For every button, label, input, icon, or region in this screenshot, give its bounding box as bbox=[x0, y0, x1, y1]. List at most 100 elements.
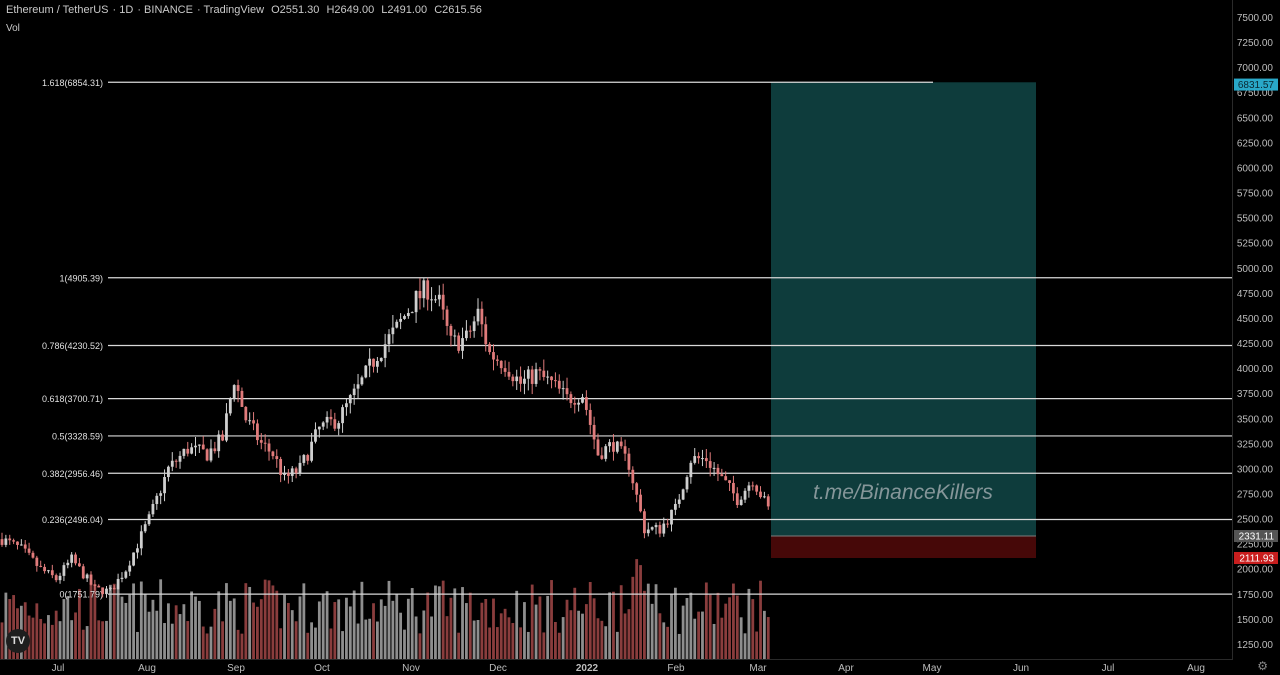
volume-bar bbox=[217, 591, 221, 659]
x-tick-label: Mar bbox=[749, 663, 767, 674]
candle-body bbox=[186, 448, 190, 454]
volume-label[interactable]: Vol bbox=[6, 23, 20, 34]
volume-bar bbox=[403, 629, 406, 659]
candle-body bbox=[240, 390, 244, 407]
price-tag-label: 2331.11 bbox=[1239, 532, 1275, 543]
volume-bar bbox=[565, 599, 569, 659]
x-tick-label: Oct bbox=[314, 663, 330, 674]
volume-bar bbox=[557, 632, 561, 659]
y-tick-label: 3250.00 bbox=[1237, 439, 1274, 450]
candle-body bbox=[23, 544, 27, 549]
candle-body bbox=[650, 527, 654, 530]
candle-body bbox=[759, 491, 762, 498]
volume-bar bbox=[62, 599, 66, 659]
ohlc-high: H2649.00 bbox=[326, 4, 375, 16]
candle-body bbox=[426, 280, 430, 300]
volume-bar bbox=[194, 596, 197, 659]
volume-bar bbox=[643, 590, 646, 659]
volume-bar bbox=[635, 559, 639, 659]
volume-bar bbox=[174, 605, 178, 659]
volume-bar bbox=[519, 627, 522, 659]
candle-body bbox=[225, 413, 228, 441]
volume-bar bbox=[372, 603, 375, 659]
volume-bar bbox=[724, 603, 728, 659]
volume-bar bbox=[294, 621, 298, 659]
candle-body bbox=[139, 531, 143, 549]
y-tick-label: 3000.00 bbox=[1237, 464, 1274, 475]
candle-body bbox=[762, 496, 766, 498]
volume-bar bbox=[124, 602, 128, 659]
volume-bar bbox=[681, 605, 685, 659]
candle-body bbox=[530, 369, 534, 384]
candle-body bbox=[677, 499, 681, 504]
candle-body bbox=[561, 388, 565, 390]
candle-body bbox=[364, 365, 368, 378]
volume-bar bbox=[511, 623, 515, 659]
volume-bar bbox=[155, 610, 159, 659]
candle-body bbox=[573, 403, 577, 405]
volume-bar bbox=[418, 633, 422, 659]
candle-body bbox=[97, 585, 101, 588]
volume-bar bbox=[151, 599, 155, 659]
volume-bar bbox=[720, 617, 724, 659]
y-tick-label: 1500.00 bbox=[1237, 615, 1274, 626]
candle-body bbox=[410, 312, 414, 314]
candle-body bbox=[654, 525, 658, 528]
volume-bar bbox=[596, 618, 600, 659]
y-tick-label: 5000.00 bbox=[1237, 264, 1274, 275]
exchange: BINANCE bbox=[144, 4, 193, 16]
candle-body bbox=[12, 540, 16, 542]
candle-body bbox=[383, 344, 387, 358]
fib-label: 0.786(4230.52) bbox=[42, 341, 103, 351]
candle-body bbox=[747, 485, 751, 491]
candle-body bbox=[499, 360, 503, 369]
tradingview-logo-icon[interactable]: TV bbox=[6, 629, 30, 653]
volume-bar bbox=[430, 616, 433, 659]
y-tick-label: 3500.00 bbox=[1237, 414, 1274, 425]
candle-body bbox=[681, 489, 685, 500]
candle-body bbox=[468, 330, 472, 332]
volume-bar bbox=[395, 594, 399, 659]
candle-body bbox=[279, 459, 283, 475]
symbol-header: Ethereum / TetherUS · 1D · BINANCE · Tradin… bbox=[6, 4, 482, 16]
candle-body bbox=[557, 380, 561, 389]
volume-bar bbox=[256, 606, 259, 659]
symbol-name[interactable]: Ethereum / TetherUS bbox=[6, 4, 109, 16]
volume-bar bbox=[271, 585, 275, 659]
candle-body bbox=[147, 514, 151, 525]
volume-bar bbox=[673, 587, 677, 659]
candle-body bbox=[294, 468, 298, 473]
candle-body bbox=[167, 466, 170, 478]
volume-bar bbox=[631, 576, 635, 659]
candle-body bbox=[739, 499, 743, 506]
volume-bar bbox=[554, 621, 557, 659]
candle-body bbox=[569, 394, 573, 404]
candle-body bbox=[348, 395, 352, 404]
volume-bar bbox=[139, 581, 143, 659]
x-tick-label: Feb bbox=[667, 663, 685, 674]
gear-icon[interactable]: ⚙ bbox=[1257, 659, 1268, 673]
volume-bar bbox=[538, 596, 542, 659]
x-tick-label: May bbox=[923, 663, 942, 674]
candle-body bbox=[534, 369, 538, 384]
x-tick-label: Aug bbox=[1187, 663, 1205, 674]
volume-bar bbox=[465, 603, 468, 659]
volume-bar bbox=[422, 610, 426, 659]
volume-bar bbox=[426, 592, 430, 659]
volume-bar bbox=[116, 584, 120, 659]
interval[interactable]: 1D bbox=[119, 4, 134, 16]
candle-body bbox=[704, 458, 708, 462]
candle-body bbox=[511, 376, 515, 382]
volume-bar bbox=[128, 594, 132, 659]
candle-body bbox=[209, 448, 213, 461]
candle-body bbox=[93, 584, 97, 586]
candle-body bbox=[194, 445, 197, 448]
candle-body bbox=[248, 420, 252, 422]
volume-bar bbox=[283, 594, 286, 659]
volume-bar bbox=[689, 592, 693, 659]
y-tick-label: 1750.00 bbox=[1237, 590, 1274, 601]
candle-body bbox=[16, 541, 19, 545]
candle-body bbox=[50, 570, 54, 576]
volume-bar bbox=[434, 585, 437, 659]
